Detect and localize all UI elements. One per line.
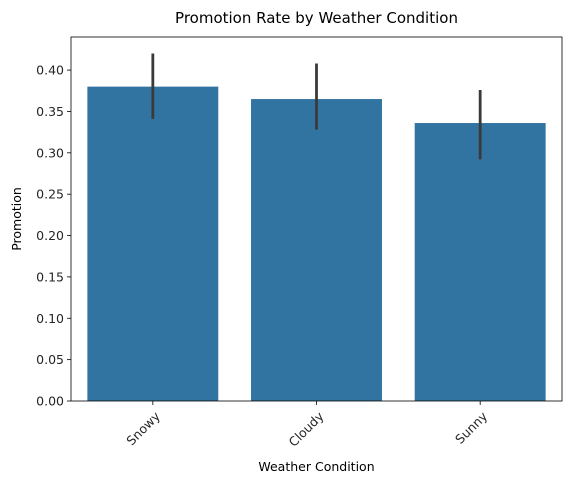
y-tick-label: 0.05 bbox=[36, 352, 64, 367]
bars-group bbox=[87, 86, 546, 402]
bar-cloudy bbox=[251, 99, 382, 401]
x-tick-label: Cloudy bbox=[286, 408, 328, 450]
y-tick-label: 0.30 bbox=[36, 145, 64, 160]
y-axis-title: Promotion bbox=[9, 187, 24, 251]
x-tick-label: Snowy bbox=[123, 408, 163, 448]
y-tick-label: 0.35 bbox=[36, 104, 64, 119]
bar-sunny bbox=[414, 123, 546, 401]
x-axis: Snowy Cloudy Sunny bbox=[123, 401, 491, 450]
y-tick-label: 0.15 bbox=[36, 269, 64, 284]
chart-title: Promotion Rate by Weather Condition bbox=[175, 9, 458, 27]
x-tick-label: Sunny bbox=[452, 408, 491, 447]
x-axis-title: Weather Condition bbox=[258, 459, 374, 474]
y-tick-label: 0.10 bbox=[36, 311, 64, 326]
y-tick-label: 0.40 bbox=[36, 63, 64, 78]
error-bars-group bbox=[151, 53, 482, 160]
y-tick-label: 0.20 bbox=[36, 228, 64, 243]
y-axis: 0.00 0.05 0.10 0.15 0.20 0.25 0.30 0.35 0.40 bbox=[36, 63, 71, 409]
bar-snowy bbox=[87, 86, 219, 402]
y-tick-label: 0.00 bbox=[36, 394, 64, 409]
y-tick-label: 0.25 bbox=[36, 187, 64, 202]
